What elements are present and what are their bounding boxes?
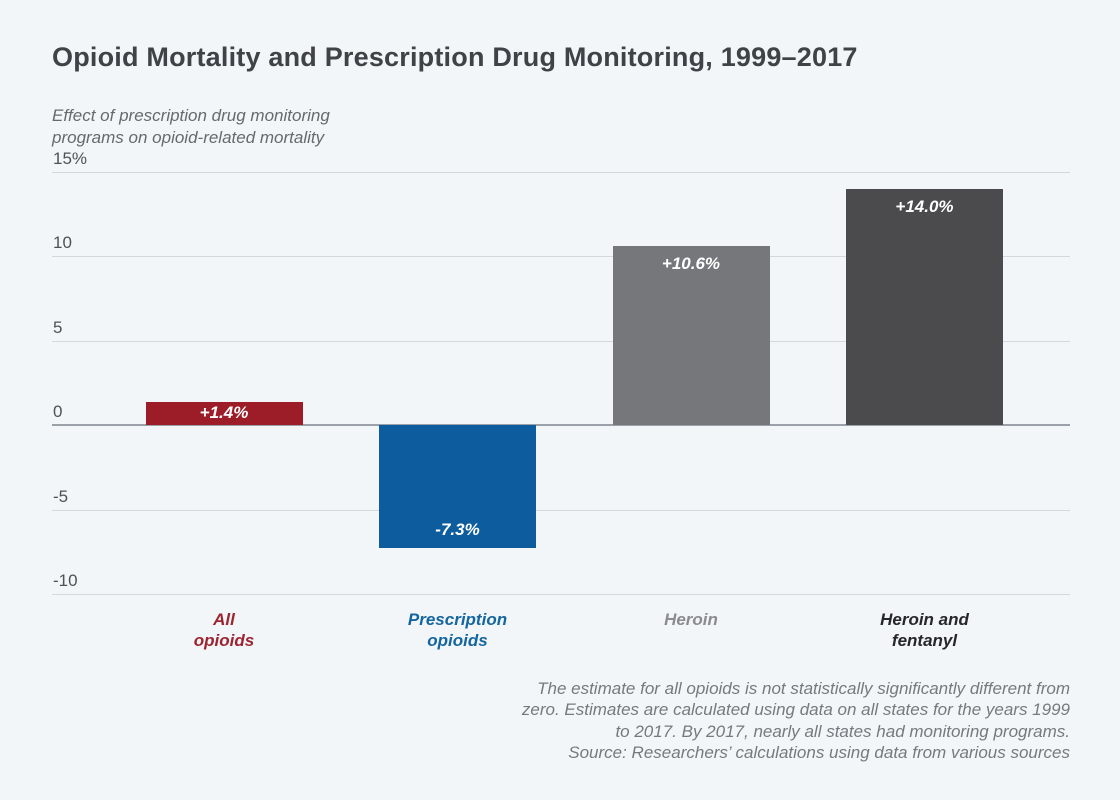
gridline bbox=[52, 340, 1070, 342]
category-label-heroin-and-fentanyl: Heroin and fentanyl bbox=[880, 610, 969, 650]
category-label-heroin: Heroin bbox=[664, 610, 718, 629]
y-tick-label: -5 bbox=[53, 486, 69, 506]
chart-subtitle-line: programs on opioid-related mortality bbox=[52, 128, 325, 147]
zero-axis-line bbox=[52, 424, 1070, 427]
footnote-line: zero. Estimates are calculated using dat… bbox=[521, 700, 1070, 720]
y-tick-label: 5 bbox=[53, 317, 63, 337]
category-label-prescription-opioids: Prescription opioids bbox=[407, 610, 508, 650]
y-tick-label: 0 bbox=[53, 402, 63, 422]
footnote-line: to 2017. By 2017, nearly all states had … bbox=[615, 721, 1070, 741]
bar-prescription-opioids bbox=[379, 425, 536, 549]
bar-heroin bbox=[612, 246, 770, 426]
y-tick-label: -10 bbox=[53, 571, 78, 590]
bar-value-label: +10.6% bbox=[661, 254, 721, 274]
chart-subtitle-line: Effect of prescription drug monitoring bbox=[52, 106, 330, 125]
chart-subtitle: Effect of prescription drug monitoring p… bbox=[52, 105, 330, 149]
plot-area: 15% 10 5 0 -5 -10 +1.4% All opioids -7.3% Prescri… bbox=[52, 149, 1070, 650]
bar-all-opioids bbox=[145, 401, 303, 426]
bar-value-label: +14.0% bbox=[895, 196, 954, 216]
bar-heroin-and-fentanyl bbox=[846, 188, 1003, 426]
category-label-all-opioids: All opioids bbox=[193, 610, 255, 650]
chart-title: Opioid Mortality and Prescription Drug M… bbox=[52, 42, 858, 72]
bar-value-label: -7.3% bbox=[435, 520, 480, 540]
gridline bbox=[52, 172, 1070, 173]
chart-footnote: The estimate for all opioids is not stat… bbox=[350, 678, 1070, 763]
footnote-line: The estimate for all opioids is not stat… bbox=[537, 679, 1070, 698]
gridline bbox=[52, 509, 1070, 511]
y-tick-label: 15% bbox=[53, 149, 88, 168]
gridline bbox=[52, 256, 1070, 258]
gridline bbox=[52, 594, 1070, 595]
y-tick-label: 10 bbox=[53, 233, 72, 253]
bar-value-label: +1.4% bbox=[199, 403, 249, 423]
footnote-line: Source: Researchers’ calculations using … bbox=[568, 742, 1070, 762]
